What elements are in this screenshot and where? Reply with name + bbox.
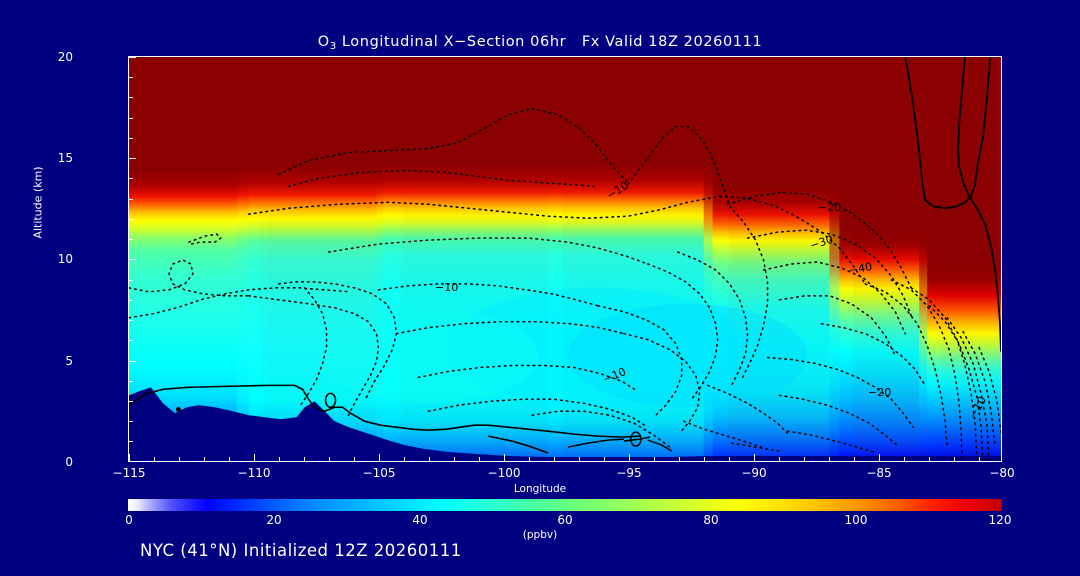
colorbar-tick-label: 80 (703, 513, 719, 527)
x-tick-mark (679, 457, 680, 461)
colorbar-tick-label: 120 (988, 513, 1012, 527)
x-tick-mark (279, 457, 280, 461)
y-tick-mark (129, 239, 133, 240)
x-tick-label: −90 (741, 466, 767, 480)
y-tick-mark (129, 158, 136, 159)
y-tick-mark (129, 57, 136, 58)
x-tick-mark (629, 454, 630, 461)
y-tick-mark (129, 259, 136, 260)
x-tick-mark (979, 457, 980, 461)
y-tick-label: 15 (57, 151, 73, 165)
y-tick-mark (129, 280, 133, 281)
x-tick-mark (654, 457, 655, 461)
x-tick-mark (954, 457, 955, 461)
ozone-field-canvas (129, 57, 1001, 461)
x-tick-mark (579, 457, 580, 461)
y-tick-mark (129, 77, 133, 78)
x-axis-label: Longitude (513, 483, 567, 495)
x-tick-label: −85 (866, 466, 892, 480)
x-tick-mark (929, 457, 930, 461)
y-tick-mark (129, 300, 133, 301)
colorbar-tick-label: 100 (844, 513, 868, 527)
y-tick-mark (129, 97, 133, 98)
x-tick-mark (904, 457, 905, 461)
x-tick-mark (729, 457, 730, 461)
x-tick-mark (529, 457, 530, 461)
x-tick-mark (604, 457, 605, 461)
x-tick-mark (804, 457, 805, 461)
contour-label: −20 (818, 201, 842, 214)
y-tick-mark (129, 199, 133, 200)
y-tick-mark (129, 340, 133, 341)
x-tick-mark (154, 457, 155, 461)
x-tick-mark (404, 457, 405, 461)
cross-section-plot: −10 −10 −10 −20 −30 −40 −20 −10 (128, 56, 1002, 462)
x-tick-mark (454, 457, 455, 461)
contour-label: −10 (435, 281, 459, 294)
x-tick-mark (879, 454, 880, 461)
title-rest: Longitudinal X−Section 06hr Fx Valid 18Z… (336, 34, 763, 50)
title-species-subscript: 3 (329, 41, 337, 52)
x-tick-label: −100 (487, 466, 521, 480)
y-tick-mark (129, 381, 133, 382)
x-tick-mark (504, 454, 505, 461)
x-tick-mark (329, 457, 330, 461)
x-tick-label: −115 (112, 466, 146, 480)
x-tick-mark (129, 454, 130, 461)
footer-caption: NYC (41°N) Initialized 12Z 20260111 (140, 541, 462, 560)
y-tick-mark (129, 138, 133, 139)
x-tick-mark (254, 454, 255, 461)
x-tick-label: −80 (989, 466, 1015, 480)
y-tick-mark (129, 118, 133, 119)
y-tick-mark (129, 401, 133, 402)
y-tick-mark (129, 461, 136, 462)
y-tick-mark (129, 219, 133, 220)
y-tick-mark (129, 361, 136, 362)
y-tick-mark (129, 178, 133, 179)
x-tick-mark (429, 457, 430, 461)
colorbar-tick-label: 0 (125, 513, 133, 527)
y-tick-label: 5 (65, 354, 73, 368)
y-tick-mark (129, 421, 133, 422)
x-tick-label: −110 (237, 466, 271, 480)
y-tick-label: 20 (57, 50, 73, 64)
y-tick-mark (129, 320, 133, 321)
station-marker (176, 407, 181, 412)
x-tick-mark (554, 457, 555, 461)
colorbar-tick-label: 40 (412, 513, 428, 527)
colorbar-units-label: (ppbv) (522, 529, 558, 541)
x-tick-label: −105 (362, 466, 396, 480)
x-tick-mark (779, 457, 780, 461)
contour-label: −20 (868, 386, 892, 399)
x-tick-mark (1001, 454, 1002, 461)
y-tick-mark (129, 441, 133, 442)
x-tick-mark (479, 457, 480, 461)
x-tick-mark (204, 457, 205, 461)
x-tick-mark (379, 454, 380, 461)
x-tick-mark (304, 457, 305, 461)
x-tick-mark (754, 454, 755, 461)
x-tick-mark (229, 457, 230, 461)
x-tick-label: −95 (616, 466, 642, 480)
x-tick-mark (854, 457, 855, 461)
colorbar-tick-label: 20 (266, 513, 282, 527)
y-tick-label: 10 (57, 252, 73, 266)
y-tick-label: 0 (65, 455, 73, 469)
title-species: O (317, 34, 330, 50)
x-tick-mark (354, 457, 355, 461)
colorbar-tick-label: 60 (557, 513, 573, 527)
page-title: O3 Longitudinal X−Section 06hr Fx Valid … (0, 34, 1080, 52)
x-tick-mark (179, 457, 180, 461)
x-tick-mark (829, 457, 830, 461)
colorbar (128, 499, 1002, 511)
x-tick-mark (704, 457, 705, 461)
